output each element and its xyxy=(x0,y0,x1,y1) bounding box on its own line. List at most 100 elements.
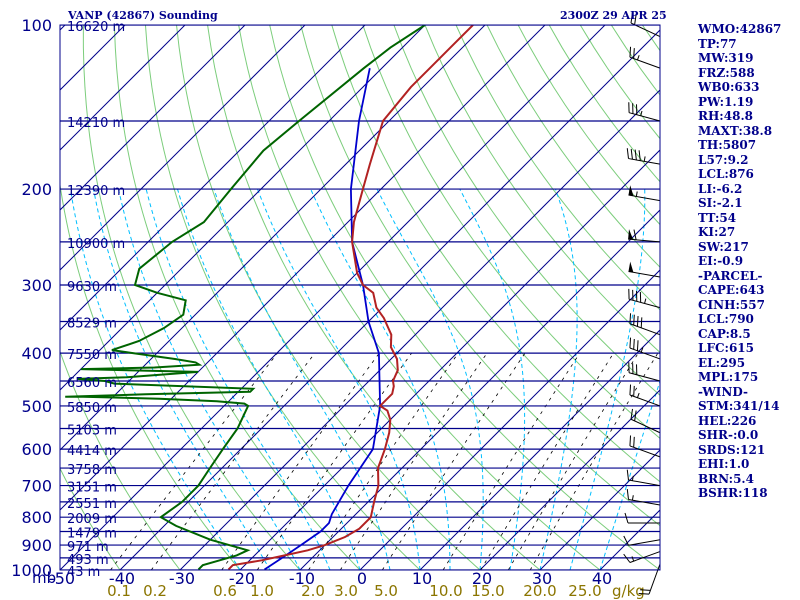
moist-adiabat xyxy=(569,189,646,570)
height-label: 4414 m xyxy=(67,444,117,459)
stat-line: RH:48.8 xyxy=(698,109,753,123)
isotherm xyxy=(299,209,660,570)
dry-adiabat xyxy=(82,25,301,570)
height-label: 12390 m xyxy=(67,184,125,199)
stat-line: HEL:226 xyxy=(698,413,757,428)
stat-line: MW:319 xyxy=(698,51,754,65)
stat-line: LCL:876 xyxy=(698,167,754,181)
isotherm xyxy=(60,25,186,151)
wind-barb-flag xyxy=(638,150,641,161)
wind-barb-half-flag xyxy=(643,156,646,162)
mixing-ratio-tick-label: 10.0 xyxy=(429,582,462,600)
mixing-ratio-tick-label: 15.0 xyxy=(471,582,504,600)
height-label: 493 m xyxy=(67,553,109,568)
stat-line: MAXT:38.8 xyxy=(698,123,773,138)
wind-barb xyxy=(628,362,661,382)
pressure-label: 200 xyxy=(21,180,52,199)
isotherm xyxy=(419,329,660,570)
wind-barb-half-flag xyxy=(635,191,638,197)
chart-timestamp: 2300Z 29 APR 25 xyxy=(560,9,667,22)
wind-barb xyxy=(624,512,660,524)
pressure-unit-label: mb xyxy=(32,569,56,587)
wind-barb-pennant xyxy=(628,261,634,273)
stat-line: CAPE:643 xyxy=(698,283,765,297)
mixing-ratio-tick-label: 1.0 xyxy=(250,582,274,600)
wind-barb-flag xyxy=(634,14,637,25)
isotherm xyxy=(119,29,660,570)
dry-adiabat xyxy=(207,25,541,570)
wind-barb-flag xyxy=(630,148,633,160)
stat-line: LI:-6.2 xyxy=(698,181,743,196)
stat-line: BSHR:118 xyxy=(698,486,768,500)
dry-adiabat xyxy=(331,25,660,483)
wind-barb-flag xyxy=(629,384,632,396)
isotherm xyxy=(60,25,306,271)
temperature-tick-label: -30 xyxy=(169,569,195,588)
mixing-ratio-tick-label: 0.1 xyxy=(107,582,131,600)
temperature-tick-label: -50 xyxy=(49,569,75,588)
dry-adiabat xyxy=(486,25,660,268)
wind-barb-flag xyxy=(629,435,632,446)
stat-line: WMO:42867 xyxy=(698,22,782,36)
stat-line: SHR-:0.0 xyxy=(698,428,759,442)
dewpoint-line xyxy=(65,25,426,570)
wind-barb-flag xyxy=(633,314,635,326)
wind-barb-staff xyxy=(629,551,661,563)
temperature-tick-label: 10 xyxy=(412,569,432,588)
height-label: 2551 m xyxy=(67,497,117,512)
isotherm xyxy=(60,25,66,31)
dry-adiabat xyxy=(455,25,660,311)
wind-barb-flag xyxy=(624,512,629,524)
mixing-ratio-tick-label: 0.2 xyxy=(143,582,167,600)
height-label: 5850 m xyxy=(67,401,117,416)
wind-barb-staff xyxy=(648,563,661,595)
isotherm xyxy=(60,25,366,331)
mixing-ratio-line xyxy=(221,352,380,570)
wind-barb-staff xyxy=(628,539,661,546)
dry-adiabat xyxy=(60,350,181,570)
wind-barb-flag xyxy=(626,469,629,481)
mixing-ratio-unit-label: g/kg xyxy=(612,582,645,600)
stat-line: PW:1.19 xyxy=(698,94,754,109)
pressure-label: 1000 xyxy=(11,561,52,580)
wind-barb-flag xyxy=(633,385,635,397)
stat-line: EL:295 xyxy=(698,355,746,370)
stat-line: L57:9.2 xyxy=(698,152,749,167)
wind-barb-flag xyxy=(630,408,634,420)
stat-line: BRN:5.4 xyxy=(698,471,754,486)
stats-panel: WMO:42867 TP:77 MW:319 FRZ:588 WB0:633 PW:1.1… xyxy=(698,22,798,501)
temperature-tick-label: 40 xyxy=(592,569,612,588)
wind-barb-flag xyxy=(634,410,637,422)
height-label: 1479 m xyxy=(67,527,117,542)
wind-barb-half-flag xyxy=(636,55,640,61)
pressure-label: 900 xyxy=(21,536,52,555)
wind-barb xyxy=(629,435,661,458)
wind-barb-staff xyxy=(629,56,661,69)
wind-barb-staff xyxy=(628,372,661,382)
wind-barb xyxy=(626,148,661,165)
stat-line: TT:54 xyxy=(698,210,737,225)
height-label: 14210 m xyxy=(67,116,125,131)
temperature-tick-label: 20 xyxy=(472,569,492,588)
isotherm xyxy=(179,89,660,570)
wind-barb-pennant xyxy=(628,229,634,240)
wind-barb-flag xyxy=(629,313,632,324)
moist-adiabat xyxy=(145,188,331,570)
stat-line: KI:27 xyxy=(698,225,736,239)
mixing-ratio-tick-label: 3.0 xyxy=(334,582,358,600)
chart-title: VANP (42867) Sounding xyxy=(68,9,218,22)
wind-barb-staff xyxy=(628,270,661,278)
wind-barb-staff xyxy=(628,479,661,487)
moist-adiabat xyxy=(118,188,301,570)
wind-barb xyxy=(628,288,661,309)
pressure-label: 700 xyxy=(21,477,52,496)
wind-barb-flag xyxy=(630,12,634,24)
wind-barb xyxy=(629,337,661,360)
isotherm xyxy=(239,149,660,570)
temperature-tick-label: 0 xyxy=(357,569,367,588)
mixing-ratio-line xyxy=(308,352,459,570)
dry-adiabat xyxy=(269,25,660,570)
mixing-ratio-tick-label: 25.0 xyxy=(568,582,601,600)
dry-adiabat xyxy=(393,25,660,396)
